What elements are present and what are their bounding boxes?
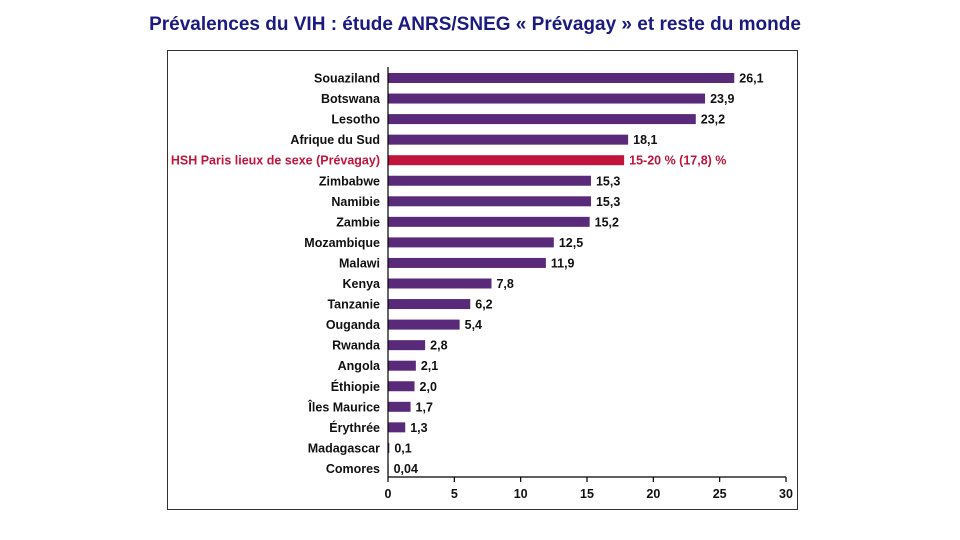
x-tick-label: 15	[580, 487, 594, 501]
category-label: Namibie	[331, 195, 380, 209]
bar-17	[388, 422, 406, 433]
bar-4	[388, 155, 625, 166]
bar-3	[388, 134, 629, 145]
value-label: 23,9	[710, 92, 734, 106]
bar-7	[388, 216, 590, 227]
value-label: 11,9	[551, 256, 575, 270]
category-label: Malawi	[339, 256, 380, 270]
value-label: 12,5	[559, 236, 583, 250]
category-label: Zambie	[336, 215, 380, 229]
category-label: Angola	[338, 359, 381, 373]
value-label: 1,3	[410, 421, 427, 435]
value-label: 0,1	[394, 441, 411, 455]
value-label: 5,4	[465, 318, 482, 332]
bar-8	[388, 237, 554, 248]
bar-2	[388, 114, 696, 125]
category-label: Souaziland	[314, 72, 380, 86]
bar-14	[388, 360, 416, 371]
value-label: 2,1	[421, 359, 438, 373]
value-label: 0,04	[394, 462, 418, 476]
value-label: 7,8	[496, 277, 513, 291]
category-label: Lesotho	[331, 113, 380, 127]
category-label: Tanzanie	[327, 298, 380, 312]
bar-13	[388, 340, 426, 351]
value-label: 2,8	[430, 339, 447, 353]
value-label: 2,0	[420, 380, 437, 394]
value-label: 23,2	[701, 113, 725, 127]
category-label: Mozambique	[304, 236, 380, 250]
bar-5	[388, 175, 591, 186]
value-label: 15,3	[596, 174, 620, 188]
bar-15	[388, 381, 415, 392]
value-label: 6,2	[475, 298, 492, 312]
bar-0	[388, 73, 735, 83]
bar-16	[388, 401, 411, 412]
category-label: Ouganda	[326, 318, 381, 332]
value-label: 18,1	[633, 133, 657, 147]
category-label: Afrique du Sud	[290, 133, 380, 147]
x-tick-label: 0	[385, 487, 392, 501]
x-tick-label: 10	[514, 487, 528, 501]
bar-6	[388, 196, 591, 207]
x-tick-label: 5	[451, 487, 458, 501]
category-label: HSH Paris lieux de sexe (Prévagay)	[171, 154, 380, 168]
bar-9	[388, 257, 546, 268]
bar-1	[388, 93, 706, 104]
category-label: Éthiopie	[331, 379, 380, 394]
category-label: Zimbabwe	[319, 174, 380, 188]
value-label: 1,7	[416, 400, 433, 414]
chart-frame: Souaziland 26,1 Botswana 23,9 Lesotho 23,2 Afr…	[167, 50, 798, 510]
x-tick-label: 30	[779, 487, 793, 501]
bar-11	[388, 299, 471, 310]
category-label: Îles Maurice	[307, 399, 380, 414]
bar-12	[388, 319, 460, 330]
value-label: 15,3	[596, 195, 620, 209]
bars-layer	[388, 73, 735, 474]
x-tick-label: 20	[646, 487, 660, 501]
bar-18	[388, 442, 390, 453]
category-label: Madagascar	[308, 441, 380, 455]
slide-title: Prévalences du VIH : étude ANRS/SNEG « P…	[149, 14, 801, 35]
category-label: Kenya	[342, 277, 381, 291]
bar-chart: Souaziland 26,1 Botswana 23,9 Lesotho 23,2 Afr…	[171, 67, 793, 501]
value-label: 15,2	[595, 215, 619, 229]
labels-layer: Souaziland 26,1 Botswana 23,9 Lesotho 23,2 Afr…	[171, 72, 764, 476]
value-label: 15-20 % (17,8) %	[629, 154, 726, 168]
value-label: 26,1	[739, 72, 763, 86]
category-label: Rwanda	[332, 339, 381, 353]
axis-layer: 0 5 10 15 20 25 30	[385, 67, 793, 501]
bar-10	[388, 278, 492, 289]
x-tick-label: 25	[713, 487, 727, 501]
category-label: Érythrée	[329, 420, 380, 435]
category-label: Comores	[326, 462, 380, 476]
category-label: Botswana	[321, 92, 381, 106]
